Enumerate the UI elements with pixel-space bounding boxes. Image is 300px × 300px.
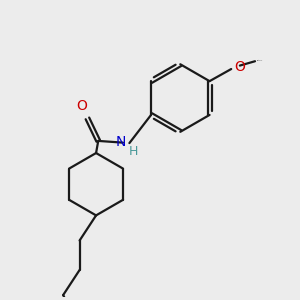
Text: N: N <box>116 135 126 149</box>
Text: methoxy: methoxy <box>257 60 263 61</box>
Text: O: O <box>76 99 87 113</box>
Text: O: O <box>234 60 245 74</box>
Text: H: H <box>129 145 138 158</box>
